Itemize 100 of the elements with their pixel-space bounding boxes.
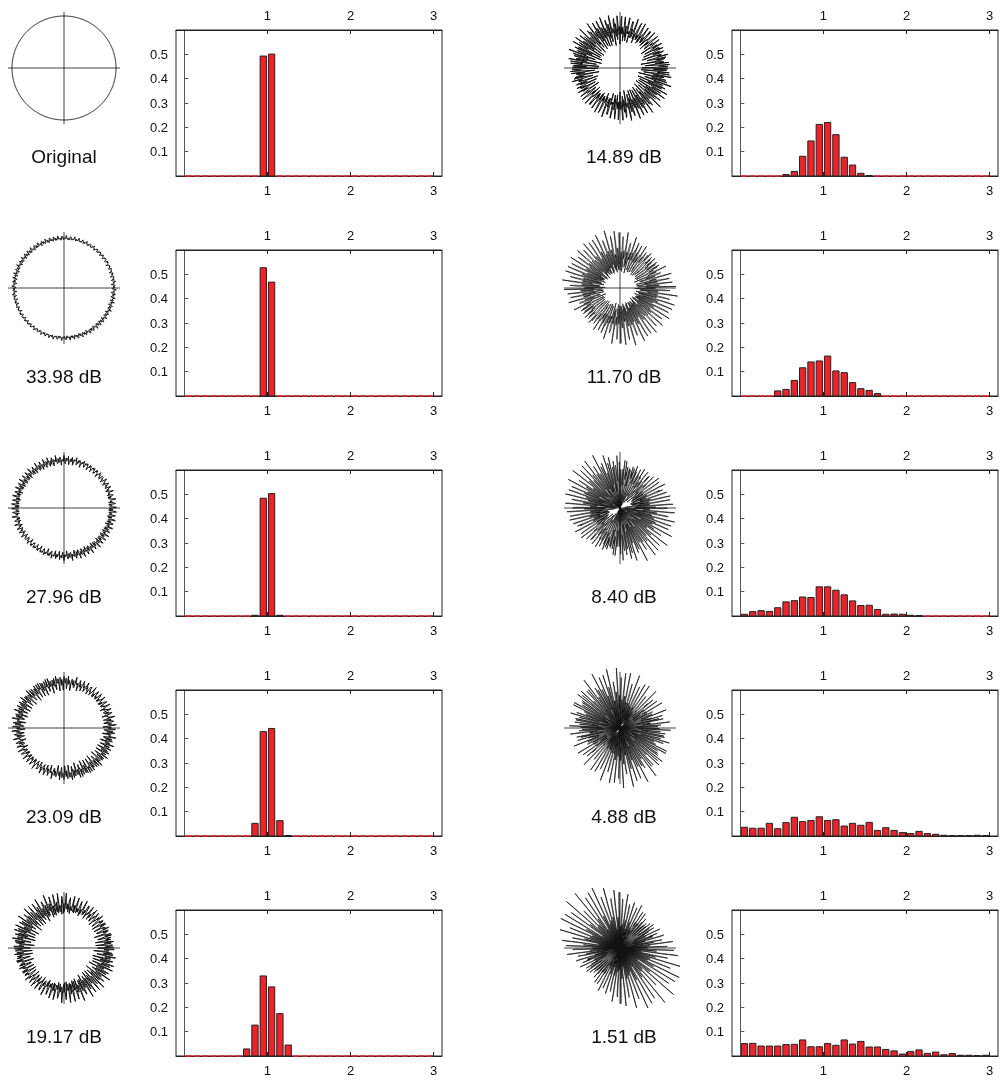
y-tick-label: 0.4 xyxy=(149,951,168,967)
x-tick-label: 2 xyxy=(346,843,355,858)
x-tick-label: 1 xyxy=(819,1063,828,1078)
text: Original xyxy=(31,146,97,168)
x-tick-label: 1 xyxy=(263,183,272,198)
y-tick-label: 0.2 xyxy=(149,999,168,1015)
x-tick-label: 1 xyxy=(819,843,828,858)
x2-tick-label: 2 xyxy=(346,228,355,243)
x-tick-label: 3 xyxy=(986,843,994,858)
x2-tick-label: 3 xyxy=(430,888,438,903)
x-tick-label: 2 xyxy=(902,1063,911,1078)
x2-tick-label: 2 xyxy=(902,448,911,463)
y-tick-label: 0.5 xyxy=(705,46,724,62)
y-tick-label: 0.1 xyxy=(705,364,724,380)
y-tick-label: 0.4 xyxy=(149,291,168,307)
x-tick-label: 1 xyxy=(263,843,272,858)
x-tick-label: 3 xyxy=(430,623,438,638)
y-tick-label: 0.5 xyxy=(149,46,168,62)
y-tick-label: 0.2 xyxy=(705,339,724,355)
x-tick-label: 3 xyxy=(430,1063,438,1078)
x2-tick-label: 3 xyxy=(430,8,438,23)
x-tick-label: 2 xyxy=(346,403,355,418)
x2-tick-label: 1 xyxy=(263,228,272,243)
x2-tick-label: 3 xyxy=(986,888,994,903)
y-tick-label: 0.2 xyxy=(149,119,168,135)
y-tick-label: 0.2 xyxy=(149,339,168,355)
y-tick-label: 0.5 xyxy=(149,926,168,942)
x-tick-label: 3 xyxy=(986,623,994,638)
y-tick-label: 0.4 xyxy=(705,951,724,967)
y-tick-label: 0.2 xyxy=(705,559,724,575)
x2-tick-label: 3 xyxy=(986,228,994,243)
text: 4.88 dB xyxy=(591,806,657,828)
x2-tick-label: 2 xyxy=(902,8,911,23)
y-tick-label: 0.5 xyxy=(149,486,168,502)
text: 33.98 dB xyxy=(25,366,103,388)
y-tick-label: 0.3 xyxy=(705,315,724,331)
x2-tick-label: 1 xyxy=(263,668,272,683)
text: 11.70 dB xyxy=(586,366,662,388)
y-tick-label: 0.1 xyxy=(705,584,724,600)
y-tick-label: 0.5 xyxy=(149,706,168,722)
y-tick-label: 0.5 xyxy=(705,926,724,942)
x-tick-label: 3 xyxy=(430,183,438,198)
y-tick-label: 0.3 xyxy=(705,535,724,551)
x-tick-label: 1 xyxy=(263,403,272,418)
y-tick-label: 0.5 xyxy=(705,266,724,282)
x-tick-label: 3 xyxy=(986,183,994,198)
x2-tick-label: 3 xyxy=(986,668,994,683)
y-tick-label: 0.1 xyxy=(705,1024,724,1040)
y-tick-label: 0.1 xyxy=(149,364,168,380)
x-tick-label: 3 xyxy=(986,403,994,418)
x2-tick-label: 2 xyxy=(346,8,355,23)
y-tick-label: 0.2 xyxy=(149,779,168,795)
x2-tick-label: 2 xyxy=(902,888,911,903)
x-tick-label: 2 xyxy=(902,843,911,858)
y-tick-label: 0.3 xyxy=(149,755,168,771)
y-tick-label: 0.1 xyxy=(149,1024,168,1040)
y-tick-label: 0.3 xyxy=(705,95,724,111)
y-tick-label: 0.5 xyxy=(149,266,168,282)
x-tick-label: 3 xyxy=(986,1063,994,1078)
x-tick-label: 2 xyxy=(902,623,911,638)
x2-tick-label: 1 xyxy=(263,888,272,903)
y-tick-label: 0.4 xyxy=(705,71,724,87)
text: 14.89 dB xyxy=(585,146,663,168)
y-tick-label: 0.2 xyxy=(705,999,724,1015)
y-tick-label: 0.4 xyxy=(149,71,168,87)
y-tick-label: 0.2 xyxy=(705,119,724,135)
x-tick-label: 1 xyxy=(263,623,272,638)
x2-tick-label: 3 xyxy=(986,448,994,463)
text: 19.17 dB xyxy=(25,1026,103,1048)
x2-tick-label: 1 xyxy=(263,448,272,463)
x2-tick-label: 1 xyxy=(819,8,828,23)
y-tick-label: 0.4 xyxy=(705,291,724,307)
text: 27.96 dB xyxy=(25,586,103,608)
x-tick-label: 2 xyxy=(346,623,355,638)
x2-tick-label: 1 xyxy=(819,228,828,243)
x-tick-label: 2 xyxy=(902,183,911,198)
y-tick-label: 0.3 xyxy=(149,315,168,331)
y-tick-label: 0.4 xyxy=(705,731,724,747)
x-tick-label: 2 xyxy=(346,1063,355,1078)
y-tick-label: 0.1 xyxy=(149,584,168,600)
text: 1.51 dB xyxy=(591,1026,657,1048)
x2-tick-label: 1 xyxy=(263,8,272,23)
y-tick-label: 0.3 xyxy=(705,755,724,771)
x2-tick-label: 1 xyxy=(819,448,828,463)
y-tick-label: 0.4 xyxy=(705,511,724,527)
y-tick-label: 0.3 xyxy=(149,535,168,551)
x2-tick-label: 3 xyxy=(430,668,438,683)
x-tick-label: 1 xyxy=(819,183,828,198)
y-tick-label: 0.3 xyxy=(149,975,168,991)
y-tick-label: 0.1 xyxy=(705,804,724,820)
x2-tick-label: 3 xyxy=(430,448,438,463)
x-tick-label: 2 xyxy=(902,403,911,418)
y-tick-label: 0.5 xyxy=(705,706,724,722)
x2-tick-label: 3 xyxy=(430,228,438,243)
y-tick-label: 0.4 xyxy=(149,511,168,527)
text: 23.09 dB xyxy=(25,806,103,828)
y-tick-label: 0.1 xyxy=(149,144,168,160)
y-tick-label: 0.5 xyxy=(705,486,724,502)
x2-tick-label: 2 xyxy=(902,228,911,243)
x2-tick-label: 3 xyxy=(986,8,994,23)
